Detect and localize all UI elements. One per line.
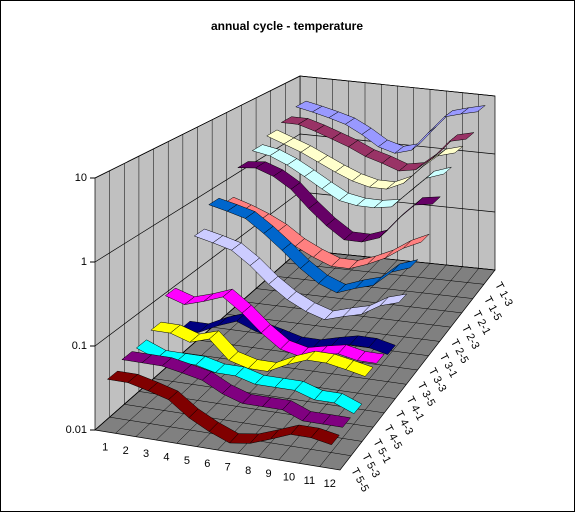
x-tick-label: 1 bbox=[102, 442, 108, 454]
floor-divider bbox=[270, 275, 473, 299]
grid-line bbox=[299, 249, 496, 271]
y-tick-label: 0.01 bbox=[66, 424, 87, 436]
x-tick-label: 4 bbox=[163, 452, 169, 464]
grid-line bbox=[94, 133, 301, 263]
x-tick-label: 9 bbox=[265, 468, 271, 480]
x-tick-label: 3 bbox=[143, 448, 149, 460]
ribbon-segment bbox=[379, 293, 408, 307]
x-tick-label: 6 bbox=[204, 458, 210, 470]
ribbon-segment bbox=[368, 338, 396, 355]
x-tick-label: 12 bbox=[324, 478, 336, 490]
floor-divider bbox=[285, 262, 484, 285]
ribbon-segment bbox=[333, 393, 363, 415]
y-tick-label: 1 bbox=[81, 256, 87, 268]
floor-divider bbox=[182, 352, 407, 385]
x-tick-label: 5 bbox=[184, 455, 190, 467]
ribbon-segment bbox=[403, 233, 430, 249]
x-tick-label: 11 bbox=[304, 475, 315, 487]
y-tick-label: 0.1 bbox=[72, 340, 87, 352]
ribbon-segment bbox=[436, 145, 464, 157]
ribbon-segment bbox=[345, 360, 374, 377]
grid-line bbox=[299, 75, 496, 97]
ribbon-segment bbox=[459, 105, 487, 115]
x-tick-label: 2 bbox=[123, 445, 129, 457]
ribbon-segment bbox=[414, 196, 441, 206]
y-tick-label: 10 bbox=[75, 172, 87, 184]
ribbon-segment bbox=[448, 132, 475, 142]
chart-title: annual cycle - temperature bbox=[211, 19, 363, 33]
ribbon-segment bbox=[322, 414, 351, 428]
x-tick-label: 10 bbox=[283, 472, 295, 484]
ribbon-segment bbox=[426, 166, 452, 179]
grid-line bbox=[94, 75, 301, 179]
ribbon-segment bbox=[310, 427, 340, 446]
ribbon-segment bbox=[390, 259, 419, 273]
ribbon-segment bbox=[356, 351, 385, 364]
x-tick-label: 7 bbox=[225, 462, 231, 474]
x-tick-label: 8 bbox=[245, 465, 251, 477]
